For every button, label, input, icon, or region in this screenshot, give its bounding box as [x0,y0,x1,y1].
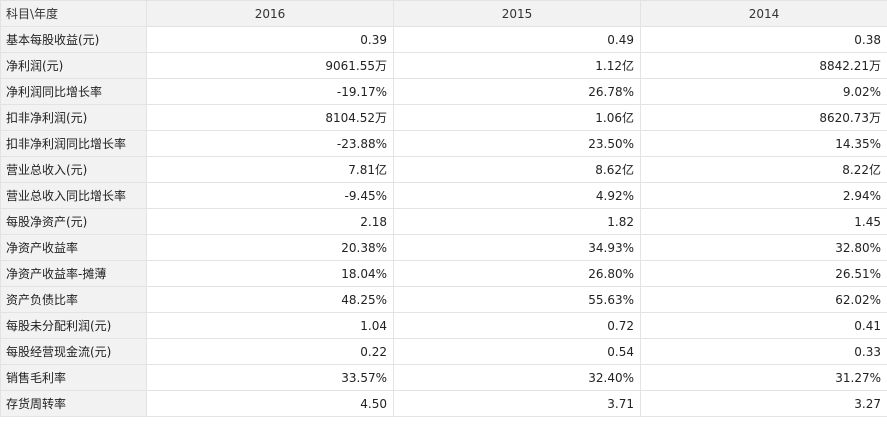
table-row: 每股未分配利润(元) 1.04 0.72 0.41 [0,312,887,339]
value-cell: 62.02% [640,286,887,313]
value-cell: 4.50 [146,390,394,417]
table-row: 营业总收入(元) 7.81亿 8.62亿 8.22亿 [0,156,887,183]
header-year-2015: 2015 [393,0,641,27]
value-cell: 0.54 [393,338,641,365]
row-label: 每股净资产(元) [0,208,147,235]
value-cell: 14.35% [640,130,887,157]
header-year-2016: 2016 [146,0,394,27]
table-body: 基本每股收益(元) 0.39 0.49 0.38 净利润(元) 9061.55万… [0,26,887,417]
value-cell: 8.22亿 [640,156,887,183]
value-cell: 31.27% [640,364,887,391]
value-cell: 0.41 [640,312,887,339]
value-cell: 8.62亿 [393,156,641,183]
value-cell: 3.71 [393,390,641,417]
row-label: 净利润(元) [0,52,147,79]
value-cell: 4.92% [393,182,641,209]
row-label: 资产负债比率 [0,286,147,313]
value-cell: 9061.55万 [146,52,394,79]
table-row: 净利润(元) 9061.55万 1.12亿 8842.21万 [0,52,887,79]
value-cell: 1.45 [640,208,887,235]
table-row: 存货周转率 4.50 3.71 3.27 [0,390,887,417]
row-label: 扣非净利润(元) [0,104,147,131]
value-cell: 33.57% [146,364,394,391]
table-row: 基本每股收益(元) 0.39 0.49 0.38 [0,26,887,53]
table-row: 扣非净利润同比增长率 -23.88% 23.50% 14.35% [0,130,887,157]
value-cell: 48.25% [146,286,394,313]
value-cell: 26.80% [393,260,641,287]
value-cell: 55.63% [393,286,641,313]
financial-indicators-table: 科目\年度 2016 2015 2014 基本每股收益(元) 0.39 0.49… [0,0,887,417]
value-cell: 1.12亿 [393,52,641,79]
value-cell: 8842.21万 [640,52,887,79]
value-cell: -9.45% [146,182,394,209]
row-label: 净资产收益率 [0,234,147,261]
value-cell: 7.81亿 [146,156,394,183]
value-cell: 0.72 [393,312,641,339]
table-header: 科目\年度 2016 2015 2014 [0,0,887,27]
header-row: 科目\年度 2016 2015 2014 [0,0,887,27]
value-cell: 18.04% [146,260,394,287]
table-row: 每股净资产(元) 2.18 1.82 1.45 [0,208,887,235]
row-label: 基本每股收益(元) [0,26,147,53]
row-label: 每股未分配利润(元) [0,312,147,339]
value-cell: 8104.52万 [146,104,394,131]
value-cell: -19.17% [146,78,394,105]
row-label: 每股经营现金流(元) [0,338,147,365]
table-row: 营业总收入同比增长率 -9.45% 4.92% 2.94% [0,182,887,209]
row-label: 净资产收益率-摊薄 [0,260,147,287]
value-cell: 1.04 [146,312,394,339]
row-label: 营业总收入(元) [0,156,147,183]
value-cell: 20.38% [146,234,394,261]
row-label: 营业总收入同比增长率 [0,182,147,209]
value-cell: 32.80% [640,234,887,261]
value-cell: 0.38 [640,26,887,53]
header-year-2014: 2014 [640,0,887,27]
row-label: 净利润同比增长率 [0,78,147,105]
table-row: 净利润同比增长率 -19.17% 26.78% 9.02% [0,78,887,105]
table-row: 每股经营现金流(元) 0.22 0.54 0.33 [0,338,887,365]
table-row: 净资产收益率-摊薄 18.04% 26.80% 26.51% [0,260,887,287]
value-cell: 1.06亿 [393,104,641,131]
header-label-cell: 科目\年度 [0,0,147,27]
value-cell: 34.93% [393,234,641,261]
value-cell: 26.78% [393,78,641,105]
value-cell: 2.18 [146,208,394,235]
value-cell: 0.39 [146,26,394,53]
row-label: 销售毛利率 [0,364,147,391]
value-cell: 2.94% [640,182,887,209]
value-cell: 9.02% [640,78,887,105]
value-cell: 1.82 [393,208,641,235]
value-cell: 0.33 [640,338,887,365]
value-cell: 8620.73万 [640,104,887,131]
value-cell: 23.50% [393,130,641,157]
row-label: 扣非净利润同比增长率 [0,130,147,157]
value-cell: 26.51% [640,260,887,287]
table-row: 资产负债比率 48.25% 55.63% 62.02% [0,286,887,313]
value-cell: 32.40% [393,364,641,391]
value-cell: -23.88% [146,130,394,157]
table-row: 销售毛利率 33.57% 32.40% 31.27% [0,364,887,391]
table-row: 扣非净利润(元) 8104.52万 1.06亿 8620.73万 [0,104,887,131]
row-label: 存货周转率 [0,390,147,417]
value-cell: 0.22 [146,338,394,365]
value-cell: 3.27 [640,390,887,417]
value-cell: 0.49 [393,26,641,53]
table-row: 净资产收益率 20.38% 34.93% 32.80% [0,234,887,261]
